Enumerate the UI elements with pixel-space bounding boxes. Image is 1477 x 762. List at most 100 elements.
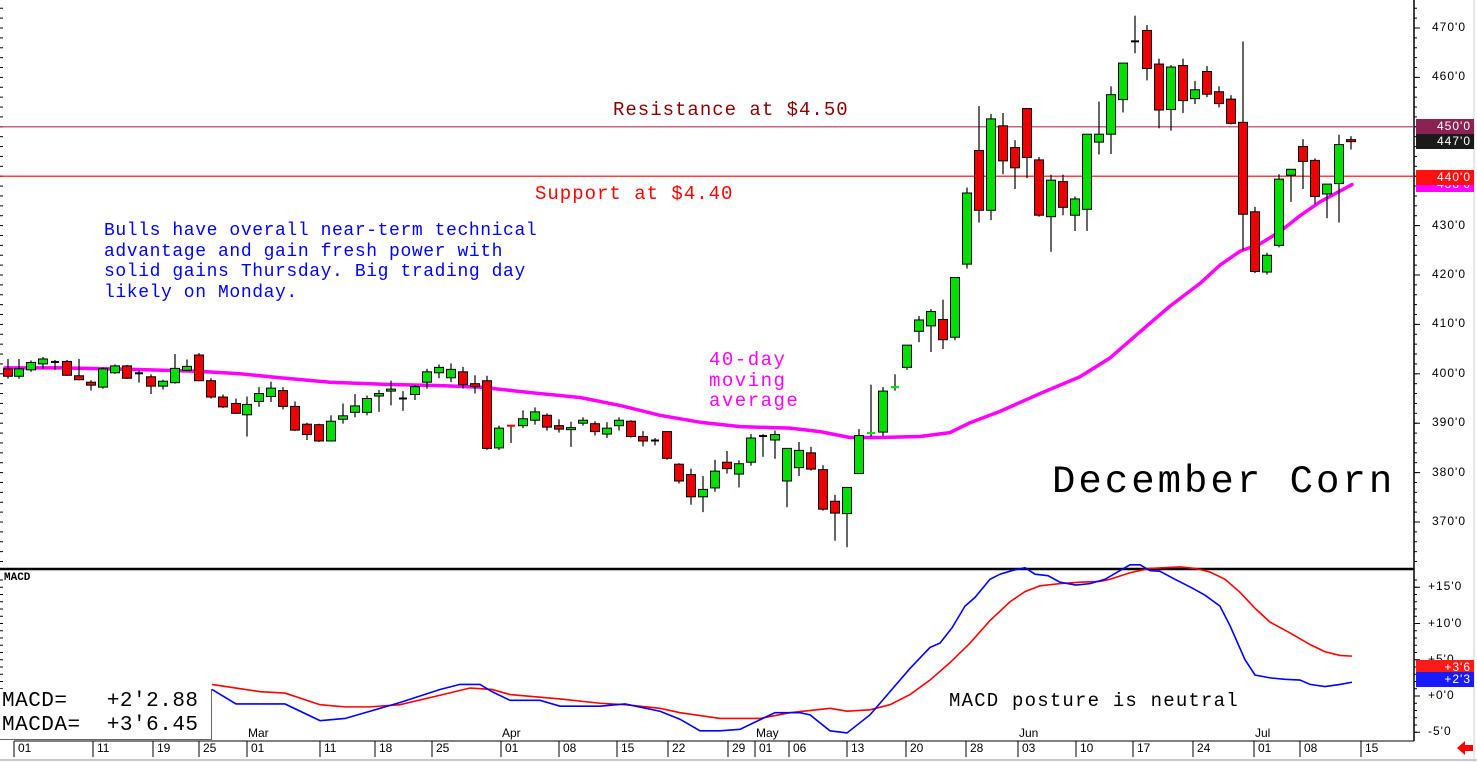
candle: [578, 417, 588, 426]
candle: [86, 380, 96, 391]
macd-panel-label: MACD: [4, 572, 31, 584]
macd-lines: [211, 563, 1353, 734]
candle: [51, 359, 59, 370]
macda-line: [211, 566, 1353, 720]
date-axis-label: 19: [157, 741, 171, 755]
candle: [878, 387, 888, 437]
date-axis-label: 15: [621, 741, 635, 755]
candle: [1310, 158, 1320, 204]
candle: [1070, 196, 1080, 232]
price-axis-label: 380'0: [1432, 464, 1466, 479]
candle: [1022, 108, 1032, 179]
candle: [1274, 174, 1284, 248]
macd-line: [211, 563, 1353, 734]
resistance-annotation: Resistance at $4.50: [613, 99, 849, 121]
candle: [422, 368, 432, 389]
candle: [507, 424, 515, 443]
date-axis-label: 11: [97, 741, 110, 755]
month-label: Mar: [248, 726, 269, 740]
candle: [254, 387, 264, 407]
candle: [26, 360, 36, 372]
date-axis-label: 25: [203, 741, 217, 755]
candle: [746, 434, 756, 466]
macd-tag: +2'3: [1416, 672, 1474, 687]
date-axis-label: 20: [910, 741, 924, 755]
price-axis-label: 410'0: [1432, 316, 1466, 331]
candlesticks: [3, 15, 1356, 548]
candle: [1334, 134, 1344, 223]
candle: [1131, 15, 1139, 54]
candle: [651, 438, 659, 446]
candle: [1262, 252, 1272, 275]
candle: [950, 276, 960, 341]
date-axis-label: 01: [505, 741, 519, 755]
candle: [1322, 183, 1332, 219]
date-axis-label: 06: [793, 741, 807, 755]
candle: [170, 354, 180, 384]
month-label: May: [756, 726, 779, 740]
candle: [470, 375, 480, 394]
candle: [1250, 206, 1260, 274]
date-axis-label: 01: [1258, 741, 1272, 755]
chart-title: December Corn: [1052, 460, 1396, 504]
candle: [350, 394, 360, 418]
candle: [266, 381, 276, 402]
date-axis-label: 03: [1022, 741, 1036, 755]
support-resistance-lines: [0, 126, 1414, 177]
candle: [410, 385, 420, 400]
candle: [1154, 58, 1164, 129]
moving-average-line: [3, 182, 1354, 440]
date-axis-label: 01: [18, 741, 32, 755]
candle: [374, 390, 384, 412]
candle: [434, 364, 444, 379]
price-axis-label: 370'0: [1432, 514, 1466, 528]
candle: [135, 370, 143, 383]
candle: [314, 423, 324, 442]
candle: [362, 395, 372, 416]
candle: [794, 441, 804, 477]
candle: [902, 344, 912, 370]
candle: [1178, 58, 1188, 113]
candle: [938, 299, 948, 350]
candle: [1166, 65, 1176, 131]
candle: [554, 419, 564, 433]
candle: [1214, 86, 1224, 108]
candle: [530, 407, 540, 425]
macd-posture-annotation: MACD posture is neutral: [949, 690, 1239, 712]
candle: [710, 459, 720, 492]
candle: [674, 463, 684, 484]
candle: [842, 486, 852, 548]
candle: [290, 401, 300, 432]
candle: [1238, 41, 1248, 250]
candle: [686, 468, 696, 505]
candle: [1286, 168, 1296, 202]
candle: [818, 465, 828, 511]
candle: [518, 410, 528, 429]
candle: [482, 375, 492, 450]
candle: [338, 403, 348, 424]
price-axis-label: 430'0: [1432, 217, 1466, 232]
candle: [302, 422, 312, 440]
date-axis-label: 01: [251, 741, 265, 755]
candle: [542, 413, 552, 431]
candle: [734, 460, 744, 488]
month-label: Jul: [1255, 726, 1271, 740]
candle: [158, 379, 168, 390]
candle: [1142, 25, 1152, 81]
candle: [74, 358, 84, 381]
candle: [614, 417, 624, 431]
candle: [974, 106, 984, 223]
scroll-left-arrow-icon[interactable]: [1457, 741, 1473, 755]
candle: [62, 359, 72, 376]
candle: [278, 387, 288, 410]
candle: [1106, 86, 1116, 154]
candle: [891, 374, 899, 391]
candle: [722, 450, 732, 474]
date-axis-label: 24: [1197, 741, 1211, 755]
candle: [806, 446, 816, 471]
candle: [914, 316, 924, 343]
candle: [1010, 140, 1020, 190]
candle: [1190, 80, 1200, 105]
date-axis-label: 08: [1304, 741, 1318, 755]
date-axis-label: 13: [851, 741, 865, 755]
